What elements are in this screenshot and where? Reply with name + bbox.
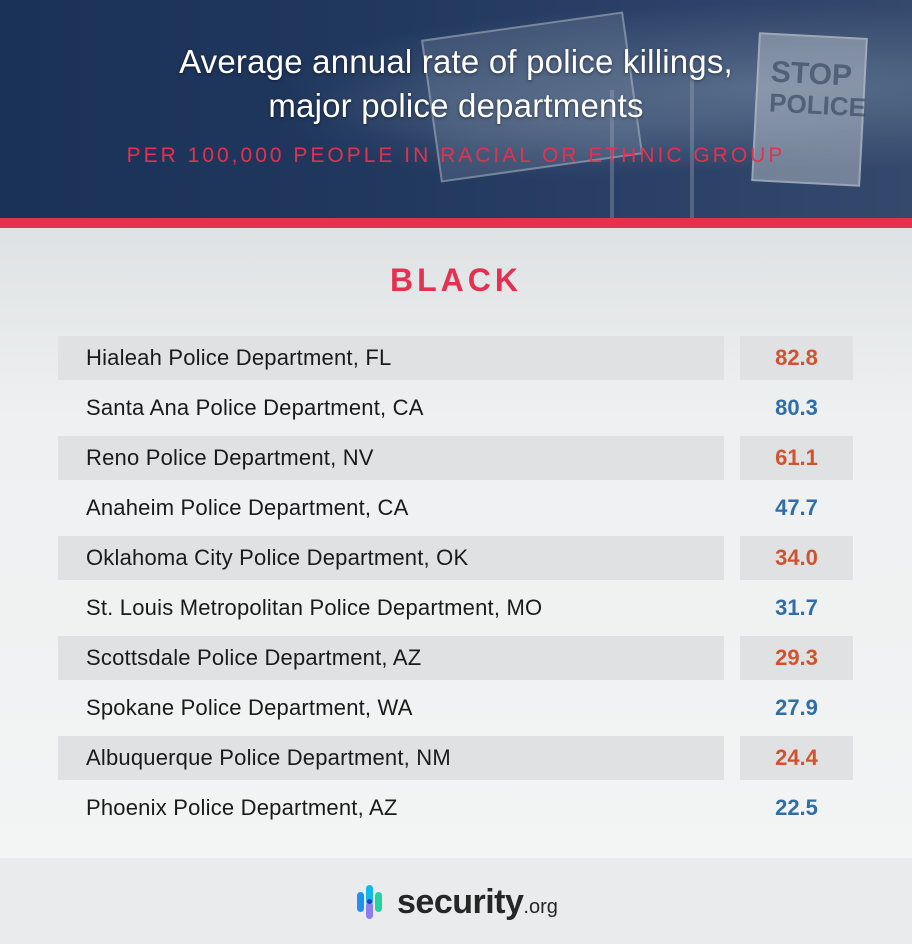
department-cell: Oklahoma City Police Department, OK (58, 536, 724, 580)
accent-stripe (0, 218, 912, 228)
table-row: St. Louis Metropolitan Police Department… (58, 586, 853, 636)
table-row: Spokane Police Department, WA 27.9 (58, 686, 853, 736)
table-row: Hialeah Police Department, FL 82.8 (58, 336, 853, 386)
department-name: Hialeah Police Department, FL (86, 345, 392, 370)
rate-value: 22.5 (775, 795, 818, 820)
rate-value: 24.4 (775, 745, 818, 770)
department-name: Reno Police Department, NV (86, 445, 374, 470)
table-row: Santa Ana Police Department, CA 80.3 (58, 386, 853, 436)
department-name: Santa Ana Police Department, CA (86, 395, 424, 420)
title-line1: Average annual rate of police killings, (179, 43, 733, 80)
table-row: Albuquerque Police Department, NM 24.4 (58, 736, 853, 786)
group-heading: BLACK (390, 262, 522, 298)
logo-bar-4 (375, 892, 382, 912)
rate-value: 82.8 (775, 345, 818, 370)
department-name: Anaheim Police Department, CA (86, 495, 409, 520)
department-cell: Spokane Police Department, WA (58, 686, 724, 730)
rate-value: 61.1 (775, 445, 818, 470)
logo-bar-3 (366, 902, 373, 919)
background-sign-pole (690, 60, 694, 218)
table-row: Reno Police Department, NV 61.1 (58, 436, 853, 486)
department-name: Spokane Police Department, WA (86, 695, 413, 720)
logo-brand-text: security (397, 882, 524, 921)
rate-cell: 22.5 (740, 786, 853, 830)
background-sign-pole (610, 90, 614, 218)
rate-cell: 47.7 (740, 486, 853, 530)
rate-cell: 82.8 (740, 336, 853, 380)
department-name: Phoenix Police Department, AZ (86, 795, 398, 820)
department-cell: Phoenix Police Department, AZ (58, 786, 724, 830)
department-cell: Anaheim Police Department, CA (58, 486, 724, 530)
rate-cell: 80.3 (740, 386, 853, 430)
table-row: Phoenix Police Department, AZ 22.5 (58, 786, 853, 836)
table-row: Oklahoma City Police Department, OK 34.0 (58, 536, 853, 586)
logo-bar-1 (357, 892, 364, 912)
department-cell: Scottsdale Police Department, AZ (58, 636, 724, 680)
rate-cell: 31.7 (740, 586, 853, 630)
header-banner: STOP POLICE Average annual rate of polic… (0, 0, 912, 218)
rate-cell: 29.3 (740, 636, 853, 680)
logo-tld-text: .org (523, 895, 558, 918)
footer (0, 858, 912, 944)
logo-bar-2 (366, 885, 373, 905)
department-cell: Reno Police Department, NV (58, 436, 724, 480)
rate-value: 80.3 (775, 395, 818, 420)
table-row: Scottsdale Police Department, AZ 29.3 (58, 636, 853, 686)
rate-value: 31.7 (775, 595, 818, 620)
department-name: St. Louis Metropolitan Police Department… (86, 595, 543, 620)
rate-cell: 61.1 (740, 436, 853, 480)
rate-value: 34.0 (775, 545, 818, 570)
rate-cell: 24.4 (740, 736, 853, 780)
table-row: Anaheim Police Department, CA 47.7 (58, 486, 853, 536)
department-name: Oklahoma City Police Department, OK (86, 545, 469, 570)
department-cell: Albuquerque Police Department, NM (58, 736, 724, 780)
department-cell: Santa Ana Police Department, CA (58, 386, 724, 430)
department-cell: Hialeah Police Department, FL (58, 336, 724, 380)
page-title: Average annual rate of police killings, … (0, 40, 912, 128)
department-name: Albuquerque Police Department, NM (86, 745, 451, 770)
rate-cell: 34.0 (740, 536, 853, 580)
rate-cell: 27.9 (740, 686, 853, 730)
rate-value: 27.9 (775, 695, 818, 720)
page-subtitle: PER 100,000 PEOPLE IN RACIAL OR ETHNIC G… (126, 144, 786, 167)
ranking-table: Hialeah Police Department, FL 82.8 Santa A… (58, 336, 853, 836)
department-name: Scottsdale Police Department, AZ (86, 645, 422, 670)
title-line2: major police departments (268, 87, 644, 124)
logo-dot (367, 899, 372, 904)
security-org-logo[interactable]: security .org (357, 882, 558, 922)
department-cell: St. Louis Metropolitan Police Department… (58, 586, 724, 630)
rate-value: 47.7 (775, 495, 818, 520)
bar-chart-logo-icon (357, 882, 391, 922)
rate-value: 29.3 (775, 645, 818, 670)
